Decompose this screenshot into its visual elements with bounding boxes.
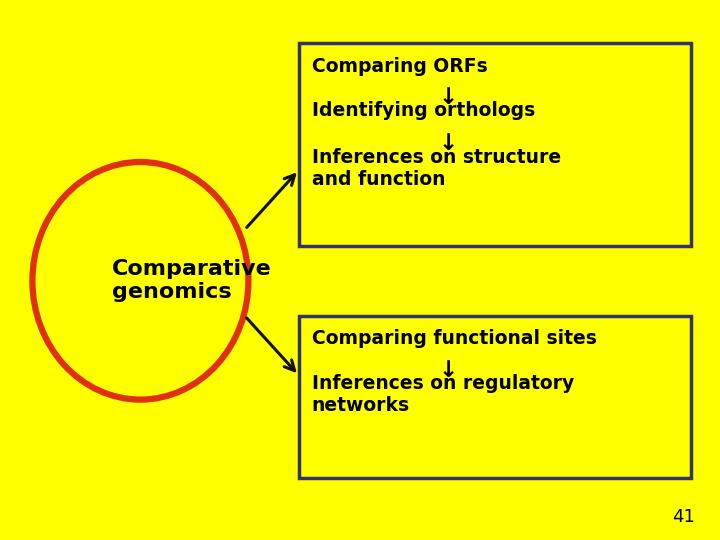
Text: Comparative
genomics: Comparative genomics — [112, 259, 271, 302]
Text: ↓: ↓ — [438, 132, 457, 154]
Text: ↓: ↓ — [438, 86, 457, 109]
Text: Comparing ORFs: Comparing ORFs — [312, 57, 487, 76]
Text: Inferences on regulatory
networks: Inferences on regulatory networks — [312, 374, 574, 415]
Text: Comparing functional sites: Comparing functional sites — [312, 329, 597, 348]
Text: Inferences on structure
and function: Inferences on structure and function — [312, 148, 561, 189]
FancyBboxPatch shape — [299, 43, 691, 246]
Text: ↓: ↓ — [438, 359, 457, 382]
Text: Identifying orthologs: Identifying orthologs — [312, 102, 535, 120]
FancyBboxPatch shape — [299, 316, 691, 478]
Text: 41: 41 — [672, 509, 695, 526]
